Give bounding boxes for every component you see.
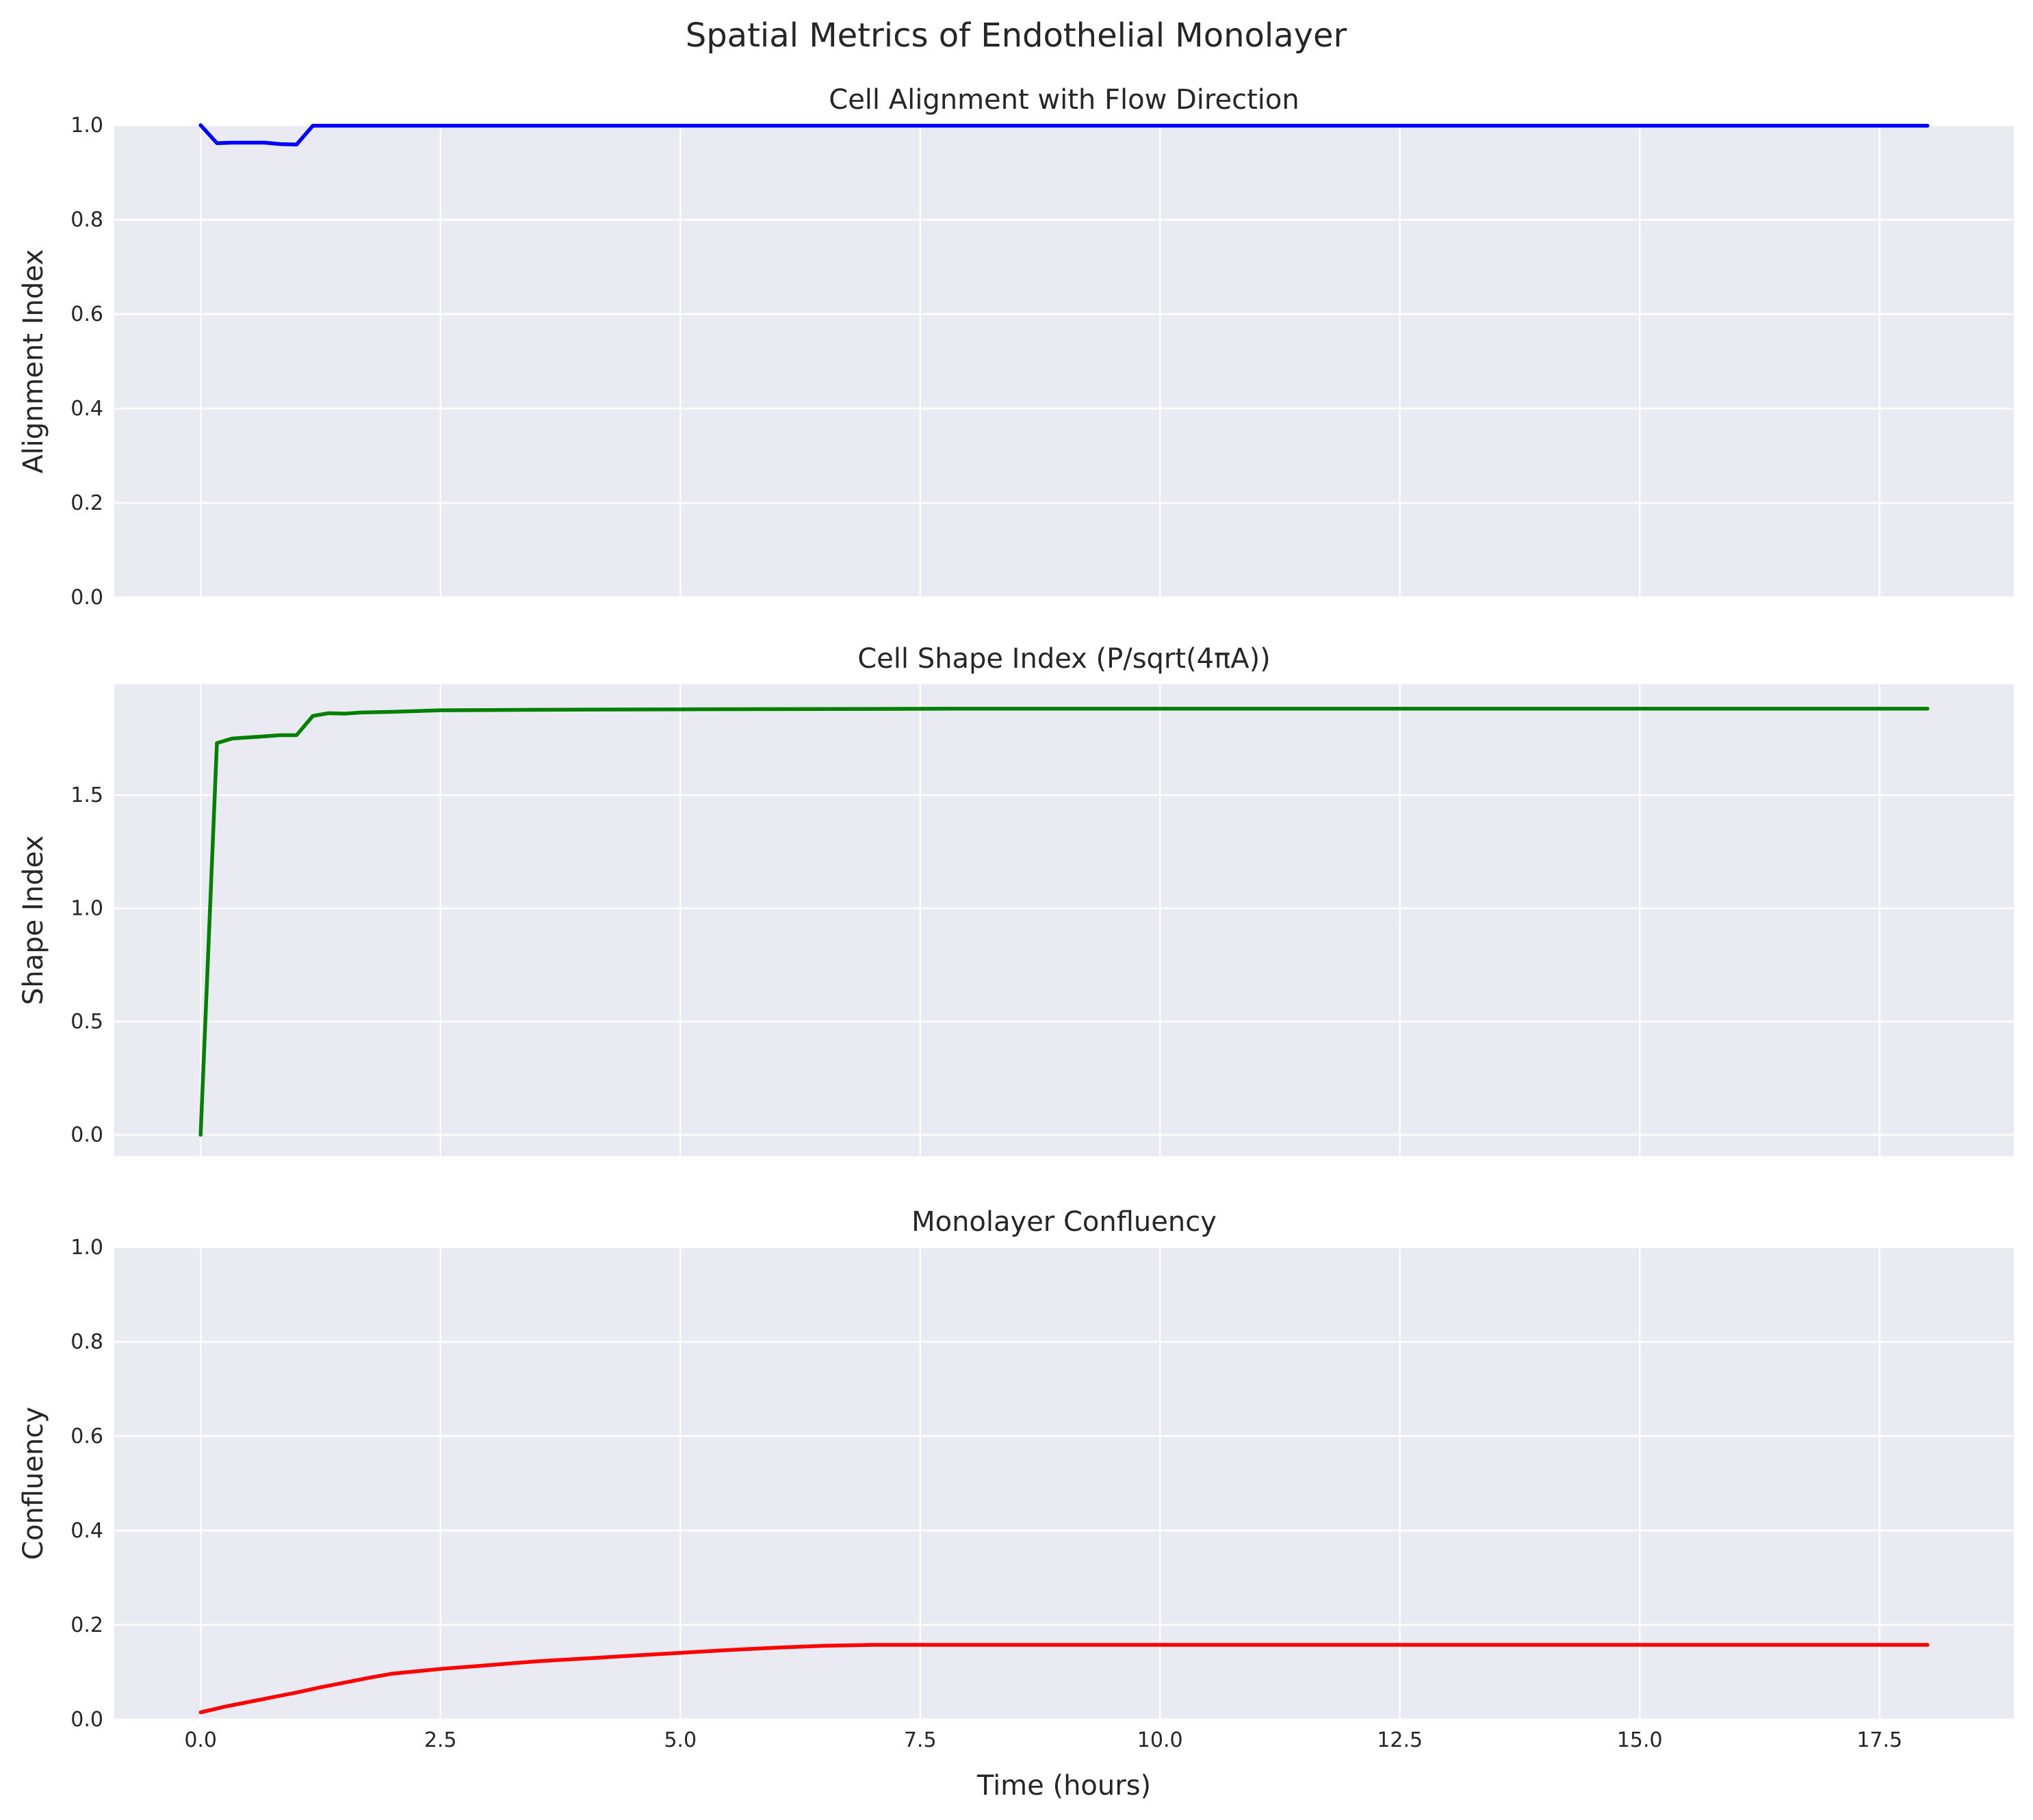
confluency-y-tick-label: 0.2 [70, 1613, 103, 1637]
confluency-x-tick-label: 12.5 [1377, 1728, 1423, 1752]
confluency-y-tick-label: 0.8 [70, 1330, 103, 1354]
alignment-y-axis-label: Alignment Index [18, 249, 49, 473]
alignment-series-line [198, 123, 1930, 147]
alignment-plot-area [114, 125, 2014, 597]
confluency-y-axis-label: Confluency [18, 1407, 49, 1560]
confluency-x-tick-label: 0.0 [184, 1728, 217, 1752]
alignment-y-tick-label: 0.6 [70, 302, 103, 326]
confluency-panel: 0.0 0.2 0.4 0.6 0.8 1.0 0.0 2.5 5.0 7.5 10.0 12.5 15… [18, 1206, 2014, 1802]
alignment-title: Cell Alignment with Flow Direction [829, 84, 1299, 116]
panels: 0.0 0.2 0.4 0.6 0.8 1.0 Cell Alignment with Fl… [18, 84, 2014, 1802]
shape-y-tick-label: 0.5 [70, 1010, 103, 1034]
confluency-y-tick-label: 0.0 [70, 1708, 103, 1732]
confluency-title: Monolayer Confluency [911, 1206, 1217, 1238]
confluency-y-tick-label: 0.4 [70, 1519, 103, 1543]
confluency-y-tick-label: 1.0 [70, 1236, 103, 1260]
shape-y-tick-label: 0.0 [70, 1123, 103, 1147]
shape-y-axis-label: Shape Index [18, 835, 49, 1005]
figure-title: Spatial Metrics of Endothelial Monolayer [686, 16, 1347, 55]
confluency-x-tick-label: 5.0 [664, 1728, 697, 1752]
confluency-x-tick-label: 10.0 [1137, 1728, 1183, 1752]
shape-y-tick-label: 1.5 [70, 783, 103, 807]
shape-panel: 0.0 0.5 1.0 1.5 Cell Shape Index (P/sqrt(4πA… [18, 643, 2014, 1156]
confluency-x-tick-label: 17.5 [1856, 1728, 1902, 1752]
confluency-x-axis-label: Time (hours) [976, 1770, 1151, 1802]
confluency-x-tick-label: 15.0 [1617, 1728, 1663, 1752]
confluency-series-line [198, 1643, 1930, 1715]
shape-y-tick-label: 1.0 [70, 897, 103, 921]
shape-plot-area [114, 684, 2014, 1156]
shape-series-line [198, 706, 1930, 1137]
alignment-panel: 0.0 0.2 0.4 0.6 0.8 1.0 Cell Alignment with Fl… [18, 84, 2014, 610]
alignment-y-tick-label: 0.0 [70, 586, 103, 610]
alignment-y-tick-label: 0.4 [70, 397, 103, 421]
shape-title: Cell Shape Index (P/sqrt(4πA)) [857, 643, 1271, 675]
confluency-plot-area [114, 1247, 2014, 1719]
confluency-x-tick-label: 7.5 [904, 1728, 937, 1752]
confluency-y-tick-label: 0.6 [70, 1425, 103, 1448]
alignment-y-tick-label: 1.0 [70, 114, 103, 138]
alignment-y-tick-label: 0.2 [70, 491, 103, 515]
confluency-x-tick-label: 2.5 [424, 1728, 457, 1752]
alignment-y-tick-label: 0.8 [70, 208, 103, 232]
